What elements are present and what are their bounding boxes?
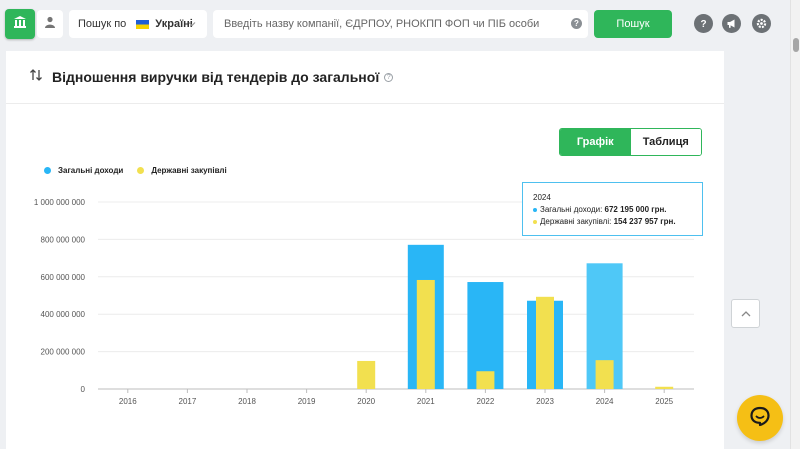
view-toggle: Графік Таблиця [559, 128, 702, 156]
legend-label-state-procurement: Державні закупівлі [151, 166, 227, 175]
gear-icon[interactable] [752, 14, 771, 33]
search-scope-label: Пошук по [78, 18, 127, 30]
y-tick-label: 600 000 000 [41, 273, 86, 282]
ukraine-flag-icon [136, 19, 150, 29]
chevron-up-icon [741, 305, 751, 323]
megaphone-icon[interactable] [722, 14, 741, 33]
bar-state-procurement [655, 386, 674, 389]
tooltip-year: 2024 [533, 193, 551, 202]
top-bar: Пошук по Україні ? Пошук ? [0, 0, 790, 48]
search-input[interactable] [213, 10, 553, 38]
chevron-down-icon [188, 19, 196, 31]
y-tick-label: 0 [81, 385, 86, 394]
info-icon[interactable]: ? [384, 72, 394, 82]
tooltip-dot-state-procurement [533, 219, 537, 224]
svg-text:?: ? [700, 19, 706, 29]
x-tick-label: 2019 [298, 397, 316, 406]
tooltip-dot-total-income [533, 207, 537, 212]
tooltip-state-procurement-value: 154 237 957 грн. [613, 217, 676, 226]
chart-tooltip: 2024 Загальні доходи: 672 195 000 грн. Д… [522, 182, 703, 236]
tooltip-total-income-value: 672 195 000 грн. [604, 205, 667, 214]
x-tick-label: 2017 [179, 397, 197, 406]
question-icon[interactable]: ? [694, 14, 713, 33]
legend-item-total-income[interactable]: Загальні доходи [44, 166, 123, 175]
search-scope-value: Україні [155, 18, 193, 30]
y-tick-label: 800 000 000 [41, 235, 86, 244]
chart-legend: Загальні доходи Державні закупівлі [44, 166, 241, 175]
bank-icon [13, 15, 27, 34]
bar-state-procurement [595, 360, 614, 389]
user-button[interactable] [37, 10, 63, 38]
tooltip-state-procurement-label: Державні закупівлі: [540, 217, 612, 226]
legend-item-state-procurement[interactable]: Державні закупівлі [137, 166, 227, 175]
x-tick-label: 2018 [238, 397, 256, 406]
sort-arrows-icon [29, 68, 43, 86]
x-tick-label: 2025 [655, 397, 673, 406]
legend-dot-state-procurement [137, 167, 145, 174]
x-tick-label: 2020 [357, 397, 375, 406]
page-scrollbar[interactable] [790, 0, 800, 449]
bar-state-procurement [357, 360, 376, 389]
tooltip-total-income-label: Загальні доходи: [540, 205, 603, 214]
x-tick-label: 2024 [596, 397, 614, 406]
y-tick-label: 400 000 000 [41, 310, 86, 319]
revenue-ratio-card: Відношення виручки від тендерів до загал… [6, 51, 724, 449]
search-button[interactable]: Пошук [594, 10, 672, 38]
search-scope-select[interactable]: Пошук по Україні [69, 10, 207, 38]
user-icon [44, 15, 56, 33]
bar-total-income [467, 282, 504, 389]
home-button[interactable] [5, 9, 35, 39]
table-view-button[interactable]: Таблиця [630, 129, 701, 155]
x-tick-label: 2022 [477, 397, 495, 406]
x-tick-label: 2021 [417, 397, 435, 406]
scrollbar-thumb[interactable] [793, 38, 799, 52]
bar-state-procurement [476, 371, 495, 389]
bar-state-procurement [536, 296, 554, 389]
tooltip-total-income: Загальні доходи: 672 195 000 грн. [533, 204, 692, 216]
chat-button[interactable] [737, 395, 783, 441]
search-help-icon[interactable]: ? [571, 18, 582, 29]
card-title: Відношення виручки від тендерів до загал… [52, 69, 380, 85]
revenue-bar-chart: 0 200 000 000 400 000 000 600 000 000 800 00… [34, 198, 694, 406]
legend-label-total-income: Загальні доходи [58, 166, 124, 175]
chat-bubble-icon [749, 405, 771, 432]
x-tick-label: 2016 [119, 397, 137, 406]
search-box: ? [213, 10, 588, 38]
legend-dot-total-income [44, 167, 51, 174]
x-tick-label: 2023 [536, 397, 554, 406]
y-tick-label: 200 000 000 [41, 348, 86, 357]
card-header: Відношення виручки від тендерів до загал… [6, 51, 724, 104]
tooltip-state-procurement: Державні закупівлі: 154 237 957 грн. [533, 216, 692, 228]
scroll-to-top-button[interactable] [731, 299, 760, 328]
bar-state-procurement [416, 279, 435, 389]
chart-view-button[interactable]: Графік [560, 129, 631, 155]
y-tick-label: 1 000 000 000 [34, 198, 86, 207]
